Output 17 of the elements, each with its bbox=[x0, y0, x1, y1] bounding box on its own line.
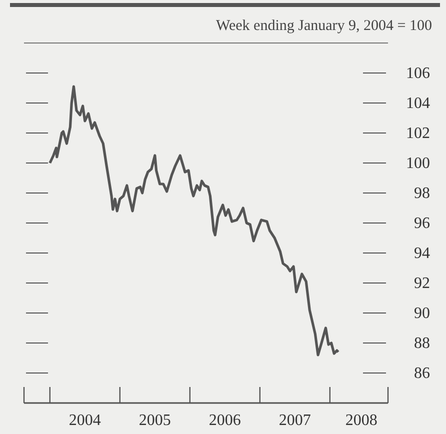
y-tick-label: 106 bbox=[406, 65, 430, 82]
y-tick-label: 100 bbox=[406, 155, 430, 172]
y-tick-label: 94 bbox=[414, 245, 430, 262]
y-tick-label: 102 bbox=[406, 125, 430, 142]
x-tick-label: 2006 bbox=[208, 412, 241, 429]
y-tick-label: 92 bbox=[414, 275, 430, 292]
y-tick-label: 98 bbox=[414, 185, 430, 202]
x-tick-label: 2008 bbox=[345, 412, 378, 429]
x-tick-label: 2007 bbox=[278, 412, 311, 429]
x-tick-label: 2005 bbox=[138, 412, 171, 429]
y-tick-label: 96 bbox=[414, 215, 430, 232]
chart-title: Week ending January 9, 2004 = 100 bbox=[216, 18, 432, 34]
x-tick-label: 2004 bbox=[68, 412, 101, 429]
y-tick-label: 104 bbox=[406, 95, 430, 112]
y-tick-label: 90 bbox=[414, 305, 430, 322]
y-tick-label: 88 bbox=[414, 335, 430, 352]
y-tick-label: 86 bbox=[414, 365, 430, 382]
